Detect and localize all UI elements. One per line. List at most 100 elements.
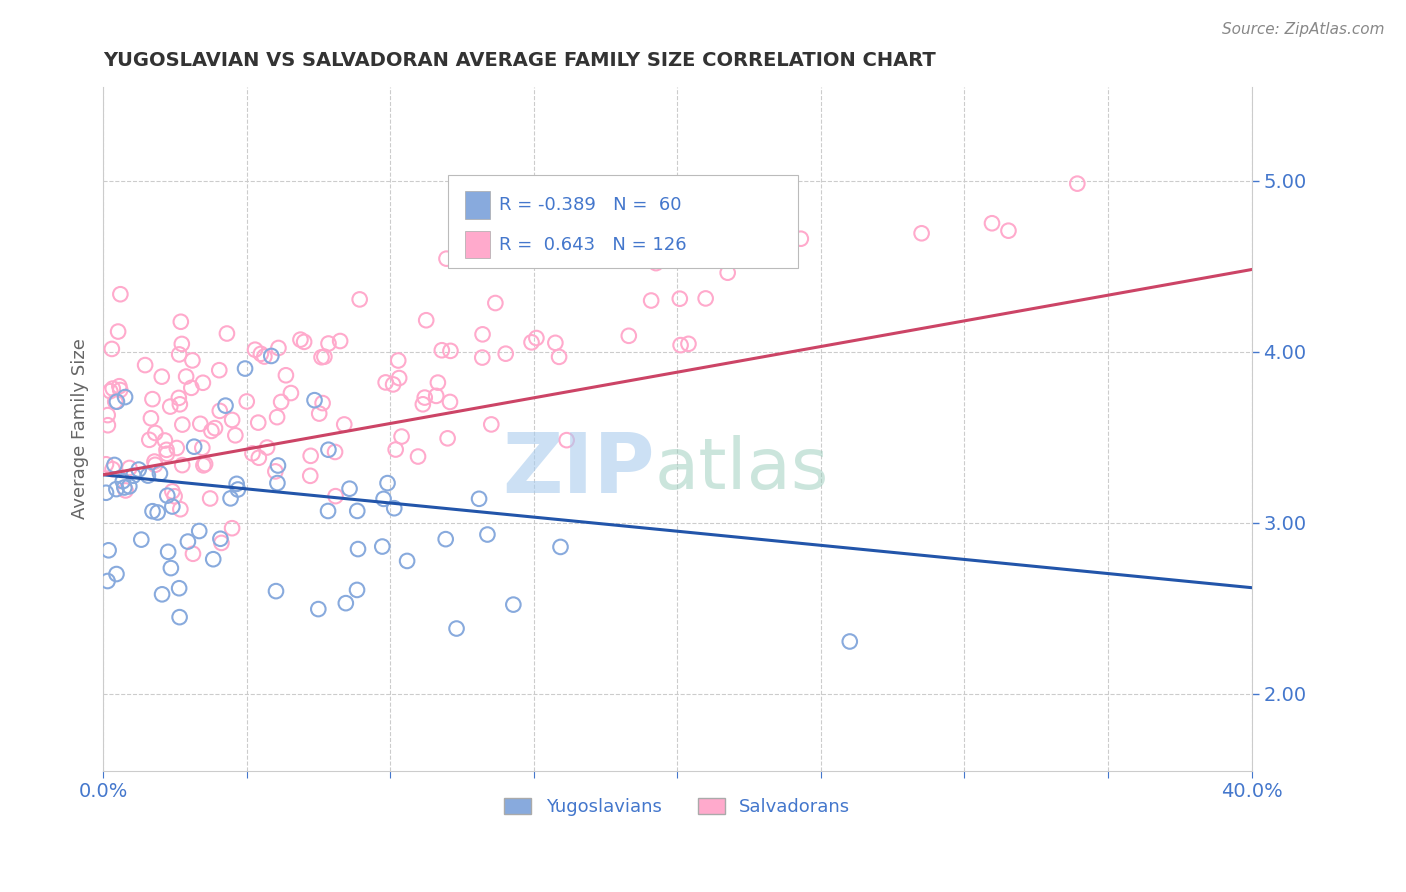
Point — [233, 361, 256, 376]
Point — [162, 484, 184, 499]
Point — [150, 369, 173, 384]
Point — [97, 543, 120, 558]
Point — [128, 462, 150, 476]
Text: atlas: atlas — [654, 435, 828, 504]
Point — [202, 552, 225, 566]
Point — [155, 442, 177, 457]
Point — [247, 450, 270, 465]
Point — [167, 581, 190, 595]
Point — [101, 462, 124, 476]
Point — [188, 524, 211, 538]
Point — [267, 341, 290, 355]
Point — [156, 447, 179, 461]
FancyBboxPatch shape — [465, 231, 491, 259]
Point — [141, 504, 163, 518]
Point — [391, 429, 413, 443]
Point — [250, 347, 273, 361]
Point — [382, 377, 405, 392]
Point — [208, 404, 231, 418]
Point — [110, 383, 132, 397]
Point — [169, 610, 191, 624]
Point — [439, 343, 461, 358]
Point — [194, 457, 217, 471]
Point — [669, 338, 692, 352]
Point — [290, 333, 312, 347]
Point — [413, 391, 436, 405]
Point — [146, 506, 169, 520]
Point — [209, 532, 232, 546]
Point — [226, 483, 249, 497]
Point — [640, 293, 662, 308]
Point — [645, 256, 668, 270]
Point — [484, 296, 506, 310]
Point — [695, 292, 717, 306]
Point — [267, 458, 290, 473]
Point — [97, 574, 120, 588]
Point — [180, 381, 202, 395]
Point — [520, 335, 543, 350]
Point — [682, 243, 704, 257]
Point — [304, 393, 326, 408]
Point — [311, 350, 333, 364]
Point — [550, 540, 572, 554]
Point — [997, 224, 1019, 238]
Point — [139, 411, 162, 425]
Point — [299, 449, 322, 463]
Point — [167, 391, 190, 405]
Point — [434, 532, 457, 546]
Point — [264, 584, 287, 599]
Point — [94, 485, 117, 500]
Point — [208, 363, 231, 377]
Point — [425, 389, 447, 403]
Point — [270, 395, 292, 409]
Point — [318, 336, 340, 351]
Point — [316, 504, 339, 518]
Point — [235, 394, 257, 409]
Point — [426, 376, 449, 390]
Point — [477, 527, 499, 541]
Point — [430, 343, 453, 358]
Point — [264, 464, 287, 478]
Point — [105, 482, 128, 496]
Point — [446, 622, 468, 636]
Point — [308, 407, 330, 421]
Point — [668, 292, 690, 306]
Point — [548, 350, 571, 364]
Point — [143, 458, 166, 472]
Point — [112, 481, 135, 495]
Point — [172, 458, 194, 472]
Point — [225, 476, 247, 491]
Point — [141, 392, 163, 406]
Point — [136, 468, 159, 483]
Point — [371, 540, 394, 554]
Point — [274, 368, 297, 383]
Point — [170, 315, 193, 329]
Point — [191, 376, 214, 390]
Point — [555, 433, 578, 447]
Point — [160, 561, 183, 575]
Point — [325, 489, 347, 503]
Point — [266, 410, 288, 425]
Point — [118, 479, 141, 493]
Point — [838, 634, 860, 648]
Point — [215, 326, 238, 341]
Point — [323, 445, 346, 459]
Point — [169, 397, 191, 411]
Point — [349, 293, 371, 307]
Point — [526, 331, 548, 345]
Point — [149, 467, 172, 481]
Point — [204, 421, 226, 435]
Point — [253, 350, 276, 364]
Point — [311, 396, 333, 410]
Point — [1066, 177, 1088, 191]
Point — [790, 232, 813, 246]
Point — [717, 266, 740, 280]
Point — [177, 534, 200, 549]
Point — [169, 502, 191, 516]
Text: ZIP: ZIP — [502, 429, 654, 510]
Point — [143, 454, 166, 468]
Point — [129, 533, 152, 547]
Point — [157, 545, 180, 559]
Point — [94, 457, 117, 471]
Point — [181, 353, 204, 368]
